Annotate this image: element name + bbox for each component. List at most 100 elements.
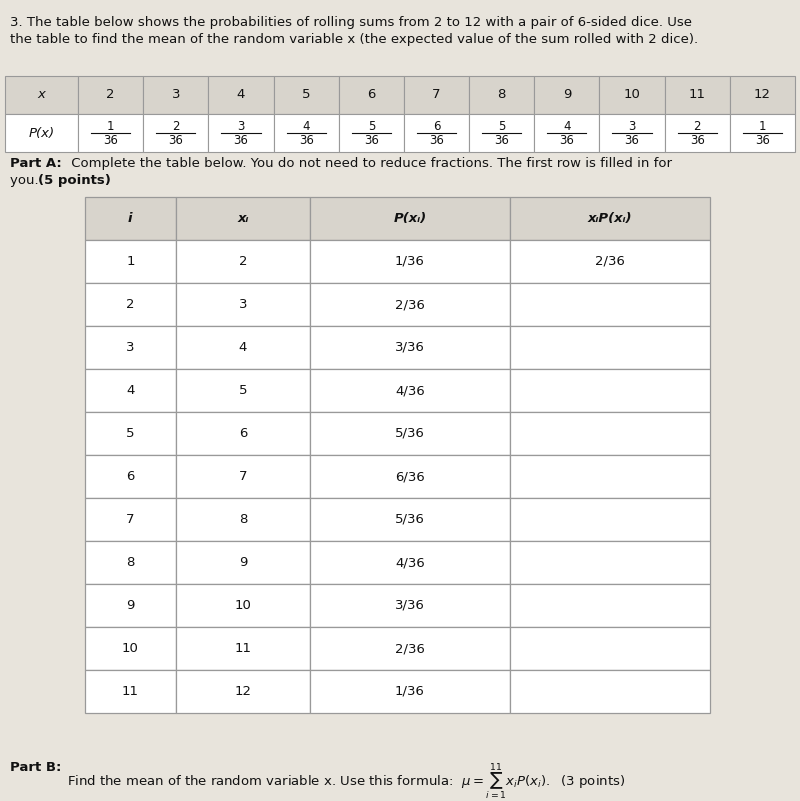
Bar	[176, 412, 310, 455]
Text: 36: 36	[298, 135, 314, 147]
Bar	[85, 283, 176, 326]
Text: Part B:: Part B:	[10, 761, 62, 774]
Bar	[143, 114, 208, 152]
Bar	[510, 670, 710, 713]
Text: 6: 6	[367, 88, 375, 102]
Bar	[176, 197, 310, 240]
Bar	[310, 541, 510, 584]
Text: P(x): P(x)	[29, 127, 54, 139]
Text: 5: 5	[368, 119, 375, 132]
Text: you.: you.	[10, 174, 43, 187]
Text: 8: 8	[498, 88, 506, 102]
Bar	[310, 283, 510, 326]
Text: 2: 2	[694, 119, 701, 132]
Text: 3: 3	[238, 298, 247, 311]
Bar	[510, 197, 710, 240]
Text: xᵢP(xᵢ): xᵢP(xᵢ)	[588, 212, 632, 225]
Bar	[510, 240, 710, 283]
Text: 3: 3	[628, 119, 636, 132]
Bar	[85, 240, 176, 283]
Text: i: i	[128, 212, 133, 225]
Text: 1: 1	[758, 119, 766, 132]
Text: 36: 36	[625, 135, 639, 147]
Text: 5/36: 5/36	[395, 513, 425, 526]
Bar	[176, 283, 310, 326]
Bar	[85, 455, 176, 498]
Text: 4: 4	[563, 119, 570, 132]
Bar	[78, 76, 143, 114]
Bar	[176, 627, 310, 670]
Bar	[730, 114, 795, 152]
Bar	[730, 76, 795, 114]
Bar	[310, 197, 510, 240]
Text: 36: 36	[494, 135, 509, 147]
Text: 36: 36	[429, 135, 444, 147]
Text: (5 points): (5 points)	[38, 174, 111, 187]
Text: 2: 2	[238, 255, 247, 268]
Text: 3/36: 3/36	[395, 599, 425, 612]
Bar	[85, 541, 176, 584]
Text: 3: 3	[238, 119, 245, 132]
Text: 8: 8	[238, 513, 247, 526]
Bar	[510, 627, 710, 670]
Bar	[310, 326, 510, 369]
Text: 36: 36	[168, 135, 183, 147]
Bar	[274, 114, 338, 152]
Bar	[176, 670, 310, 713]
Text: 5/36: 5/36	[395, 427, 425, 440]
Text: 36: 36	[690, 135, 705, 147]
Text: 6: 6	[433, 119, 440, 132]
Text: 7: 7	[432, 88, 441, 102]
Text: Part A:: Part A:	[10, 157, 62, 170]
Text: 4: 4	[302, 119, 310, 132]
Bar	[143, 76, 208, 114]
Bar	[85, 627, 176, 670]
Bar	[85, 498, 176, 541]
Bar	[85, 584, 176, 627]
Bar	[665, 114, 730, 152]
Bar	[310, 627, 510, 670]
Bar	[78, 114, 143, 152]
Text: xᵢ: xᵢ	[237, 212, 249, 225]
Bar	[176, 369, 310, 412]
Bar	[310, 240, 510, 283]
Text: 9: 9	[126, 599, 134, 612]
Text: 36: 36	[755, 135, 770, 147]
Text: 36: 36	[103, 135, 118, 147]
Text: 36: 36	[234, 135, 248, 147]
Text: 36: 36	[364, 135, 378, 147]
Bar	[85, 412, 176, 455]
Bar	[208, 76, 274, 114]
Bar	[208, 114, 274, 152]
Text: 1/36: 1/36	[395, 255, 425, 268]
Bar	[310, 455, 510, 498]
Text: Find the mean of the random variable x. Use this formula:  $\mu = \sum_{i=1}^{11: Find the mean of the random variable x. …	[67, 761, 626, 801]
Text: 10: 10	[624, 88, 641, 102]
Bar	[5, 114, 78, 152]
Bar	[85, 326, 176, 369]
Bar	[510, 498, 710, 541]
Text: Complete the table below. You do not need to reduce fractions. The first row is : Complete the table below. You do not nee…	[67, 157, 672, 170]
Text: 5: 5	[238, 384, 247, 397]
Text: 1: 1	[107, 119, 114, 132]
Bar	[534, 114, 599, 152]
Text: 9: 9	[562, 88, 571, 102]
Bar	[599, 114, 665, 152]
Bar	[310, 584, 510, 627]
Text: 10: 10	[122, 642, 138, 655]
Bar	[310, 412, 510, 455]
Bar	[176, 240, 310, 283]
Text: 4/36: 4/36	[395, 384, 425, 397]
Bar	[85, 197, 176, 240]
Text: 2/36: 2/36	[395, 642, 425, 655]
Text: 5: 5	[302, 88, 310, 102]
Text: 4: 4	[238, 341, 247, 354]
Bar	[5, 76, 78, 114]
Bar	[176, 498, 310, 541]
Bar	[665, 76, 730, 114]
Text: 7: 7	[238, 470, 247, 483]
Bar	[534, 76, 599, 114]
Bar	[599, 76, 665, 114]
Bar	[176, 584, 310, 627]
Bar	[85, 670, 176, 713]
